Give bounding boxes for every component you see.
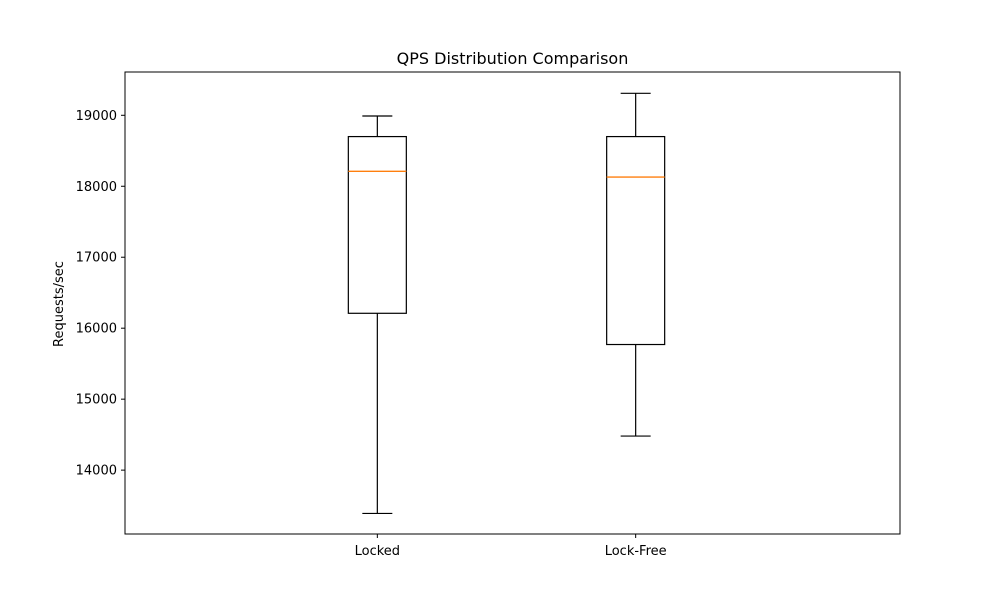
box-iqr: [347, 135, 407, 314]
box-iqr: [606, 135, 666, 346]
y-tick-label: 19000: [76, 109, 117, 124]
y-axis-label: Requests/sec: [52, 261, 67, 347]
plot-area: 14000 15000 16000 17000 18000 19000 Locked Lock…: [76, 92, 667, 559]
plot-frame: [124, 71, 901, 535]
y-tick-label: 17000: [76, 251, 117, 266]
y-tick-label: 16000: [76, 322, 117, 337]
x-tick-label: Locked: [355, 544, 400, 559]
chart-title: QPS Distribution Comparison: [397, 49, 629, 68]
x-tick-label: Lock-Free: [605, 544, 667, 559]
y-tick-label: 15000: [76, 393, 117, 408]
y-tick-label: 14000: [76, 464, 117, 479]
y-tick-label: 18000: [76, 180, 117, 195]
